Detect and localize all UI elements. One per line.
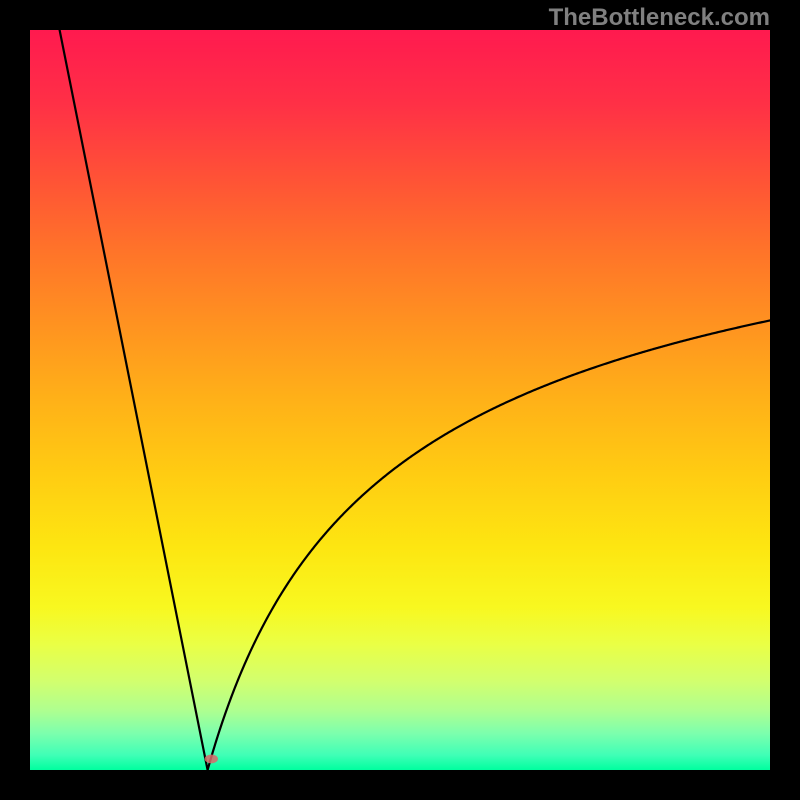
minimum-marker [205,754,218,763]
plot-area [30,30,770,770]
curve-svg [30,30,770,770]
watermark-text: TheBottleneck.com [549,4,770,32]
gradient-background [30,30,770,770]
chart-container: TheBottleneck.com [0,0,800,800]
